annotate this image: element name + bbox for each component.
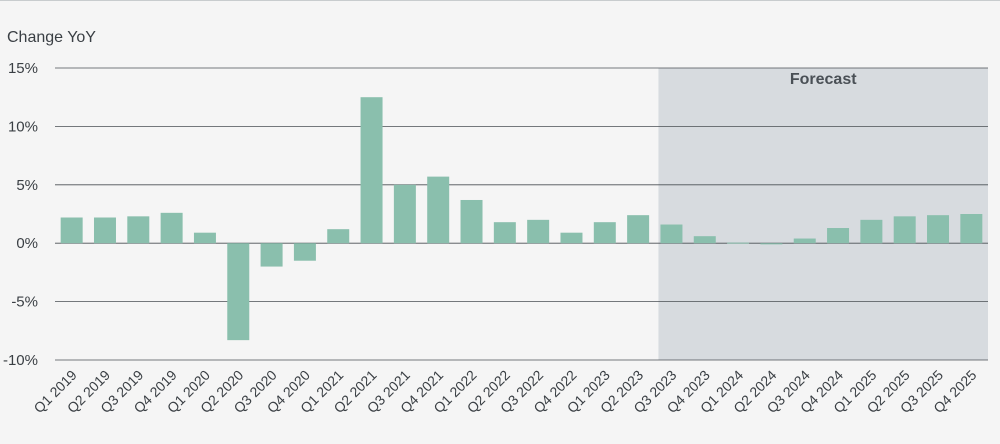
y-tick-label: -5%	[11, 294, 38, 311]
y-tick-label: 5%	[16, 177, 38, 194]
bar	[960, 214, 983, 244]
bar	[227, 243, 250, 341]
bar	[527, 219, 550, 244]
bar	[327, 229, 350, 244]
bar	[860, 219, 883, 244]
bar	[793, 238, 816, 244]
y-tick-label: 10%	[8, 118, 38, 135]
bar	[93, 217, 116, 244]
bar	[693, 236, 716, 244]
bar	[493, 222, 516, 244]
bar	[427, 176, 450, 244]
bar	[127, 216, 150, 244]
bar	[360, 97, 383, 244]
bar	[160, 212, 183, 244]
bar	[293, 243, 316, 261]
bar	[827, 228, 850, 244]
top-divider	[0, 0, 1000, 1]
bar	[927, 215, 950, 244]
bar	[893, 216, 916, 244]
forecast-region	[658, 68, 988, 360]
forecast-label: Forecast	[790, 71, 857, 88]
y-tick-label: -10%	[3, 352, 38, 369]
bar	[760, 243, 783, 245]
bar	[593, 222, 616, 244]
bar	[60, 217, 83, 244]
bar	[660, 224, 683, 244]
y-axis-label: Change YoY	[7, 29, 96, 46]
bar	[627, 215, 650, 244]
bar	[260, 243, 283, 267]
y-tick-label: 0%	[16, 235, 38, 252]
bar	[193, 232, 216, 244]
bar	[393, 184, 416, 244]
bar	[727, 242, 750, 244]
bar	[460, 199, 483, 244]
bar	[560, 232, 583, 244]
y-tick-label: 15%	[8, 60, 38, 77]
